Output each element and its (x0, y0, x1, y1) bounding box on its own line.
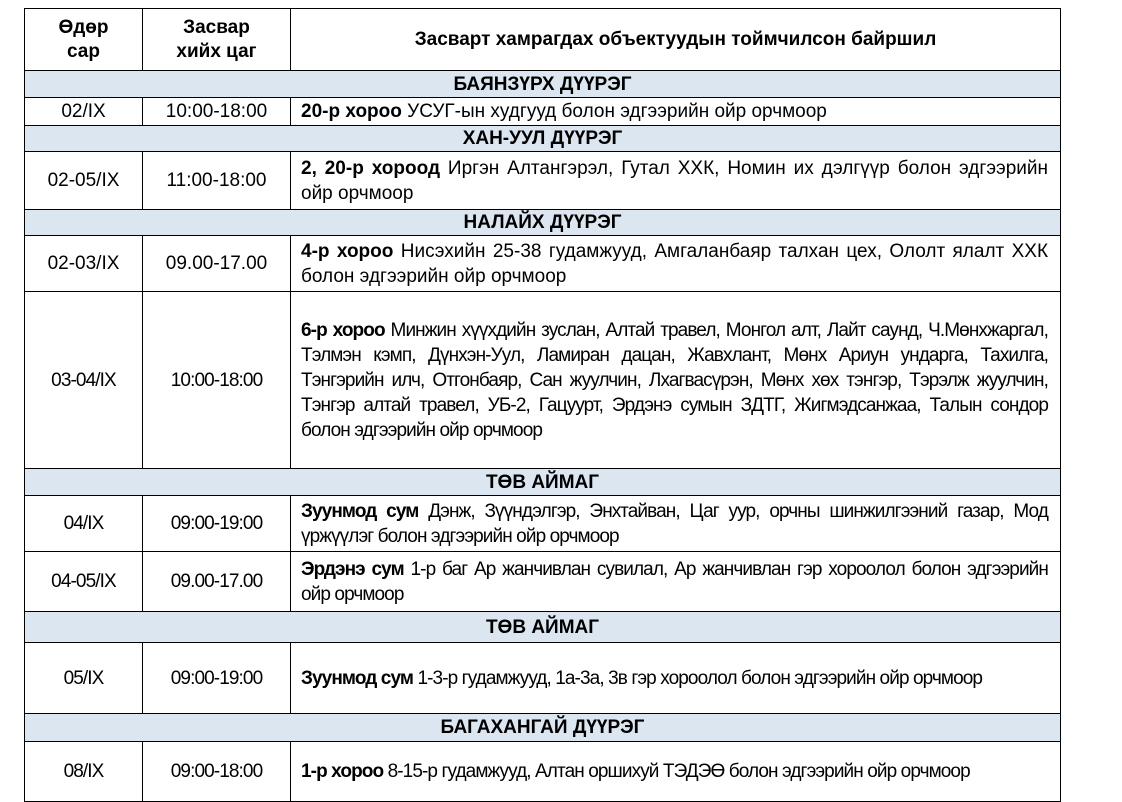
time-cell: 09.00-17.00 (142, 551, 291, 612)
header-row: Өдөр сар Засвар хийх цаг Засварт хамрагд… (24, 8, 1061, 71)
time-cell: 09.00-17.00 (142, 235, 291, 292)
location-area: 6-р хороо (301, 319, 386, 341)
table-row: 08/IX 09:00-18:00 1-р хороо 8-15-р гудамжу… (24, 741, 1061, 802)
location-area: 1-р хороо (301, 761, 384, 782)
section-row: ТӨВ АЙМАГ (24, 611, 1061, 643)
location-details: 1-3-р гудамжууд, 1а-3а, 3в гэр хороолол … (413, 667, 983, 689)
location-area: Зуунмод сум (301, 500, 419, 522)
location-cell: Зуунмод сум Дэнж, Зүүндэлгэр, Энхтайван,… (290, 495, 1061, 552)
date-cell: 04/IX (24, 495, 143, 552)
location-cell: Эрдэнэ сум 1-р баг Ар жанчивлан сувилал,… (290, 551, 1061, 612)
date-cell: 05/IX (24, 642, 143, 714)
table-row: 02/IX 10:00-18:00 20-р хороо УСУГ-ын худгу… (24, 97, 1061, 126)
header-date: Өдөр сар (24, 8, 143, 71)
section-title: ХАН-УУЛ ДҮҮРЭГ (24, 125, 1061, 152)
location-details: Минжин хүүхдийн зуслан, Алтай травел, Мо… (301, 319, 1049, 441)
location-area: 20-р хороо (301, 101, 402, 122)
section-row: БАЯНЗҮРХ ДҮҮРЭГ (24, 70, 1061, 98)
location-cell: 4-р хороо Нисэхийн 25-38 гудамжууд, Амга… (290, 235, 1061, 292)
location-area: 2, 20-р хороод (301, 157, 441, 179)
date-cell: 08/IX (24, 741, 143, 802)
location-details: УСУГ-ын худгууд болон эдгээрийн ойр орчм… (401, 101, 827, 122)
time-cell: 09:00-19:00 (142, 495, 291, 552)
table-row: 04/IX 09:00-19:00 Зуунмод сум Дэнж, Зүүндэ… (24, 495, 1061, 552)
date-cell: 02/IX (24, 97, 143, 126)
section-title: БАГАХАНГАЙ ДҮҮРЭГ (24, 713, 1061, 742)
location-details: 1-р баг Ар жанчивлан сувилал, Ар жанчивл… (301, 558, 1049, 605)
time-cell: 09:00-19:00 (142, 642, 291, 714)
date-cell: 02-03/IX (24, 235, 143, 292)
time-cell: 10:00-18:00 (142, 291, 291, 469)
section-row: НАЛАЙХ ДҮҮРЭГ (24, 209, 1061, 236)
location-cell: 1-р хороо 8-15-р гудамжууд, Алтан оршиху… (290, 741, 1061, 802)
date-cell: 04-05/IX (24, 551, 143, 612)
table-row: 02-03/IX 09.00-17.00 4-р хороо Нисэхийн 25… (24, 235, 1061, 292)
location-area: Зуунмод сум (301, 667, 414, 689)
location-cell: 6-р хороо Минжин хүүхдийн зуслан, Алтай … (290, 291, 1061, 469)
location-area: Эрдэнэ сум (301, 558, 405, 580)
header-time: Засвар хийх цаг (142, 8, 291, 71)
location-details: 8-15-р гудамжууд, Алтан оршихуй ТЭДЭӨ бо… (383, 761, 971, 782)
location-cell: 2, 20-р хороод Иргэн Алтангэрэл, Гутал Х… (290, 151, 1061, 210)
table-row: 05/IX 09:00-19:00 Зуунмод сум 1-3-р гудамж… (24, 642, 1061, 714)
section-row: ТӨВ АЙМАГ (24, 468, 1061, 496)
location-cell: 20-р хороо УСУГ-ын худгууд болон эдгээри… (290, 97, 1061, 126)
date-cell: 02-05/IX (24, 151, 143, 210)
table-row: 04-05/IX 09.00-17.00 Эрдэнэ сум 1-р баг Ар… (24, 551, 1061, 612)
location-details: Иргэн Алтангэрэл, Гутал ХХК, Номин их дэ… (301, 157, 1048, 204)
section-title: ТӨВ АЙМАГ (24, 611, 1061, 643)
section-row: БАГАХАНГАЙ ДҮҮРЭГ (24, 713, 1061, 742)
section-title: ТӨВ АЙМАГ (24, 468, 1061, 496)
schedule-table: Өдөр сар Засвар хийх цаг Засварт хамрагд… (24, 8, 1061, 802)
section-row: ХАН-УУЛ ДҮҮРЭГ (24, 125, 1061, 152)
table-row: 03-04/IX 10:00-18:00 6-р хороо Минжин хүүх… (24, 291, 1061, 469)
date-cell: 03-04/IX (24, 291, 143, 469)
time-cell: 10:00-18:00 (142, 97, 291, 126)
section-title: БАЯНЗҮРХ ДҮҮРЭГ (24, 70, 1061, 98)
table-row: 02-05/IX 11:00-18:00 2, 20-р хороод Иргэн … (24, 151, 1061, 210)
location-cell: Зуунмод сум 1-3-р гудамжууд, 1а-3а, 3в г… (290, 642, 1061, 714)
section-title: НАЛАЙХ ДҮҮРЭГ (24, 209, 1061, 236)
header-location: Засварт хамрагдах объектуудын тоймчилсон… (290, 8, 1061, 71)
location-details: Нисэхийн 25-38 гудамжууд, Амгаланбаяр та… (301, 240, 1049, 287)
time-cell: 11:00-18:00 (142, 151, 291, 210)
location-details: Дэнж, Зүүндэлгэр, Энхтайван, Цаг уур, ор… (301, 500, 1049, 547)
location-area: 4-р хороо (301, 240, 394, 262)
